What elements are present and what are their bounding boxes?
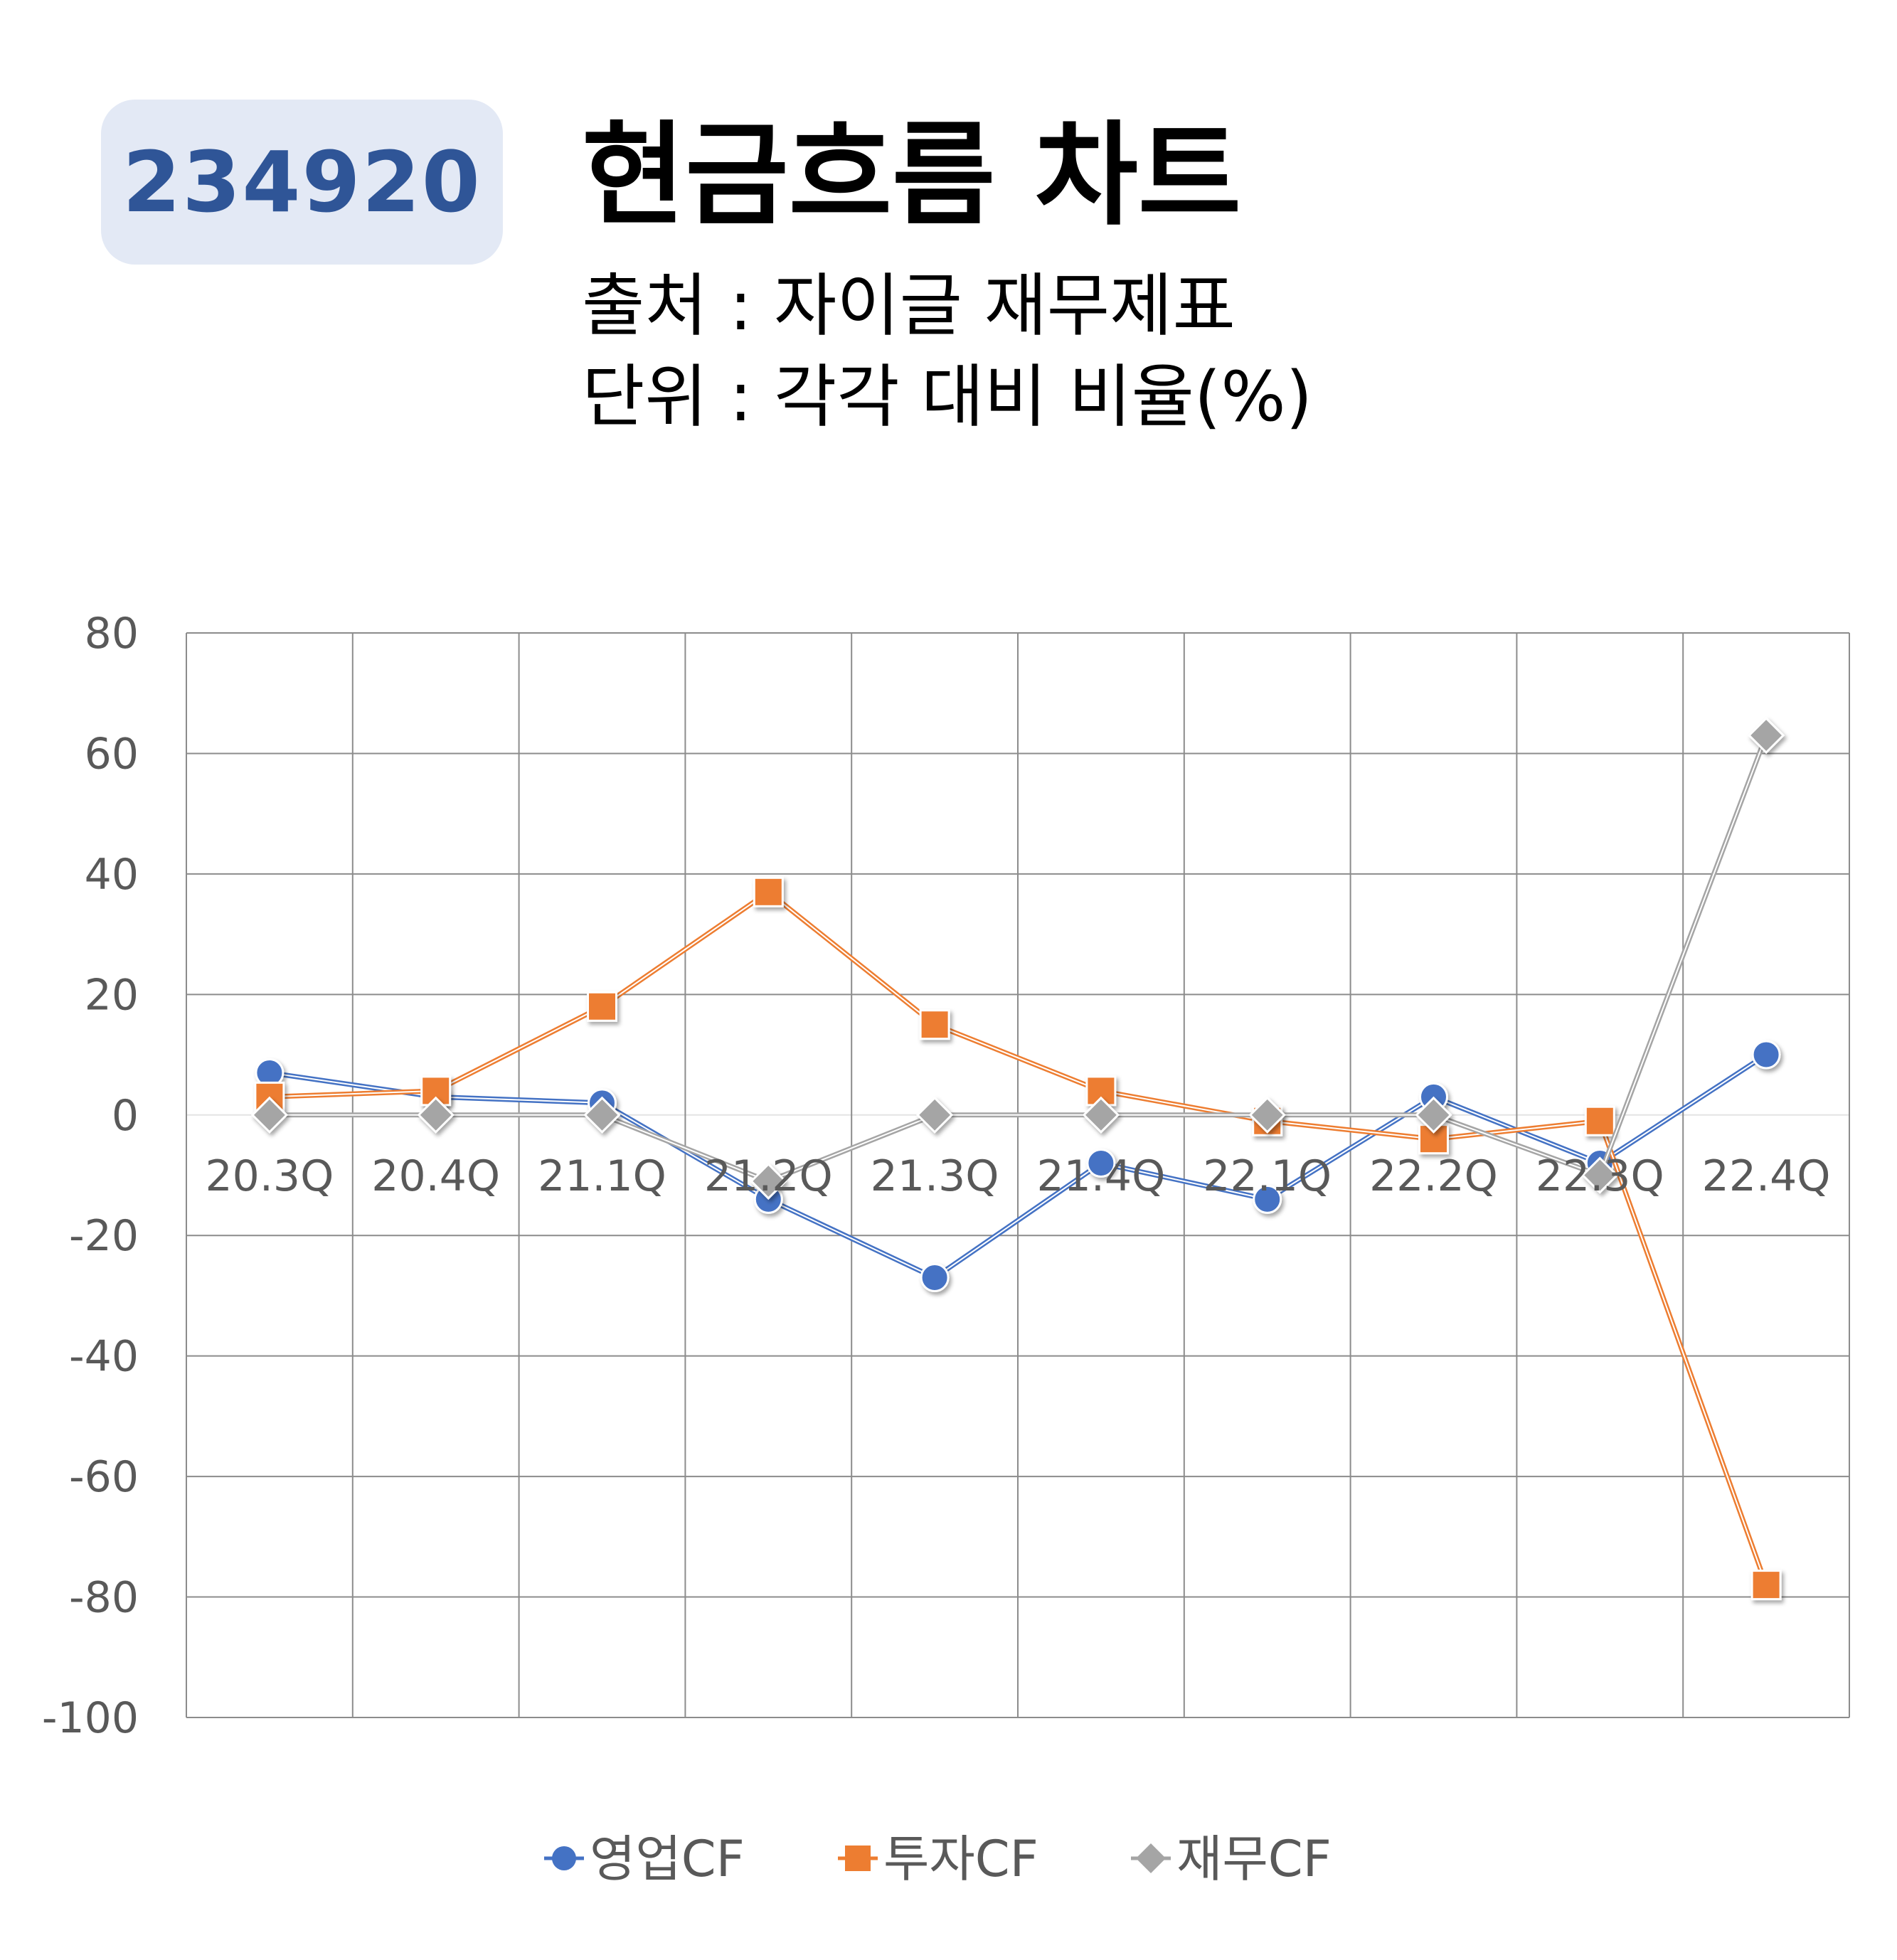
data-point-diamond	[417, 1096, 455, 1134]
data-point-circle	[1751, 1040, 1781, 1070]
y-tick-label: -100	[42, 1693, 139, 1743]
x-tick-label: 22.4Q	[1702, 1151, 1831, 1201]
x-tick-label: 22.3Q	[1536, 1151, 1664, 1201]
series-layer	[250, 716, 1785, 1601]
y-tick-label: -60	[69, 1452, 139, 1502]
x-tick-label: 21.3Q	[871, 1151, 999, 1201]
legend-label: 재무CF	[1176, 1830, 1332, 1888]
data-point-circle	[920, 1263, 950, 1293]
data-point-square	[753, 876, 784, 907]
y-tick-label: -80	[69, 1573, 139, 1623]
legend-label: 영업CF	[590, 1830, 745, 1888]
unit-caption: 단위 : 각각 대비 비율(%)	[582, 357, 1313, 437]
gridlines	[186, 632, 1850, 1718]
data-point-square	[1750, 1570, 1782, 1601]
y-axis-ticks: 80 60 40 20 0 -20 -40 -60 -80 -100	[42, 609, 139, 1743]
data-point-square	[420, 1075, 452, 1107]
series-2	[250, 716, 1785, 1200]
series-line-inner	[269, 891, 1768, 1585]
data-point-circle	[1086, 1149, 1116, 1178]
data-point-diamond	[1415, 1096, 1452, 1134]
data-point-diamond	[1082, 1096, 1120, 1134]
x-axis-ticks: 20.3Q 20.4Q 21.1Q 21.2Q 21.3Q 21.4Q 22.1Q 22.2Q…	[205, 1151, 1830, 1201]
y-tick-label: 80	[85, 609, 139, 659]
data-point-diamond	[750, 1162, 787, 1200]
x-tick-label: 21.2Q	[704, 1151, 833, 1201]
legend-circle-icon	[552, 1846, 576, 1870]
x-tick-label: 20.4Q	[371, 1151, 500, 1201]
data-point-diamond	[583, 1096, 621, 1134]
data-point-square	[919, 1009, 950, 1040]
legend-square-icon	[845, 1846, 871, 1871]
series-line-inner	[269, 735, 1768, 1182]
chart-title: 현금흐름 차트	[582, 110, 1242, 241]
data-point-diamond	[1248, 1096, 1286, 1134]
y-tick-label: 0	[112, 1091, 139, 1141]
data-point-diamond	[1747, 716, 1785, 755]
source-caption: 출처 : 자이글 재무제표	[582, 266, 1236, 346]
legend: 영업CF 투자CF 재무CF	[544, 1830, 1332, 1888]
legend-item: 재무CF	[1131, 1830, 1332, 1888]
x-tick-label: 20.3Q	[205, 1151, 334, 1201]
legend-item: 투자CF	[838, 1830, 1038, 1888]
y-tick-label: -20	[69, 1211, 139, 1261]
x-tick-label: 22.1Q	[1203, 1151, 1332, 1201]
data-point-square	[1584, 1105, 1615, 1136]
data-point-diamond	[915, 1096, 954, 1134]
data-point-diamond	[1581, 1156, 1619, 1194]
y-tick-label: 60	[85, 729, 139, 779]
legend-diamond-icon	[1136, 1843, 1166, 1873]
y-tick-label: -40	[69, 1332, 139, 1382]
x-tick-label: 22.2Q	[1369, 1151, 1498, 1201]
stock-code-badge: 234920	[101, 100, 503, 265]
data-point-circle	[1253, 1184, 1282, 1214]
data-point-square	[587, 991, 617, 1022]
x-tick-label: 21.4Q	[1036, 1151, 1165, 1201]
series-1	[254, 876, 1782, 1601]
legend-label: 투자CF	[883, 1830, 1038, 1888]
legend-item: 영업CF	[544, 1830, 745, 1888]
y-tick-label: 20	[85, 970, 139, 1020]
x-tick-label: 21.1Q	[538, 1151, 666, 1201]
data-point-diamond	[250, 1096, 289, 1134]
y-tick-label: 40	[85, 850, 139, 900]
